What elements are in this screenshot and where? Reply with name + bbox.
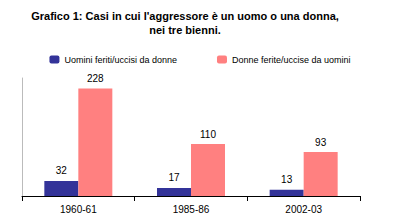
svg-text:93: 93: [315, 137, 327, 148]
svg-text:nei tre bienni.: nei tre bienni.: [149, 24, 221, 36]
svg-text:228: 228: [87, 73, 104, 84]
svg-text:1985-86: 1985-86: [173, 204, 210, 215]
svg-text:32: 32: [56, 165, 68, 176]
svg-text:13: 13: [281, 174, 293, 185]
svg-text:Donne ferite/uccise da uomini: Donne ferite/uccise da uomini: [232, 55, 351, 65]
svg-text:17: 17: [168, 172, 180, 183]
svg-text:Grafico 1: Casi in cui l'aggre: Grafico 1: Casi in cui l'aggressore è un…: [31, 10, 339, 22]
svg-text:1960-61: 1960-61: [60, 204, 97, 215]
svg-text:Uomini feriti/uccisi da donne: Uomini feriti/uccisi da donne: [64, 55, 177, 65]
svg-text:110: 110: [200, 129, 216, 140]
svg-text:2002-03: 2002-03: [285, 204, 322, 215]
